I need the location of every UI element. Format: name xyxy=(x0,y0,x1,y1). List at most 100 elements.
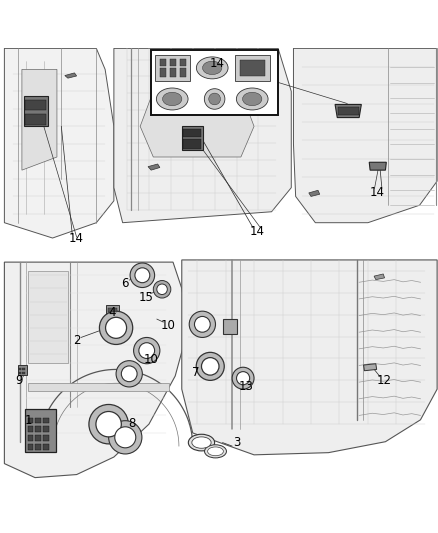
Ellipse shape xyxy=(205,445,226,458)
Circle shape xyxy=(205,88,225,109)
Text: 1: 1 xyxy=(25,414,32,427)
Text: 9: 9 xyxy=(15,374,23,387)
Bar xyxy=(35,435,41,441)
Ellipse shape xyxy=(188,434,215,451)
Bar xyxy=(240,60,265,76)
Circle shape xyxy=(116,361,142,387)
Bar xyxy=(22,368,25,370)
Polygon shape xyxy=(4,49,114,238)
Circle shape xyxy=(89,405,128,444)
Circle shape xyxy=(189,311,215,337)
Text: 15: 15 xyxy=(138,290,153,304)
Polygon shape xyxy=(4,262,188,478)
Polygon shape xyxy=(65,73,77,78)
Polygon shape xyxy=(182,260,437,455)
Ellipse shape xyxy=(156,88,188,110)
Ellipse shape xyxy=(162,92,182,106)
Polygon shape xyxy=(309,190,320,197)
Text: 8: 8 xyxy=(129,417,136,430)
Bar xyxy=(106,305,119,314)
Polygon shape xyxy=(22,69,57,170)
Bar xyxy=(35,426,41,432)
Bar xyxy=(108,308,117,312)
Bar xyxy=(25,100,46,110)
Bar xyxy=(170,59,176,66)
Ellipse shape xyxy=(237,88,268,110)
Text: 14: 14 xyxy=(370,185,385,198)
Bar xyxy=(235,55,270,81)
Bar xyxy=(22,372,25,374)
Text: 10: 10 xyxy=(160,319,175,332)
Text: 13: 13 xyxy=(239,381,254,393)
Circle shape xyxy=(134,337,160,364)
Bar xyxy=(170,68,176,77)
Circle shape xyxy=(237,372,250,385)
Bar xyxy=(180,68,186,77)
Bar xyxy=(28,444,33,449)
Polygon shape xyxy=(148,164,160,170)
Text: 12: 12 xyxy=(377,374,392,387)
Bar xyxy=(28,435,33,441)
Circle shape xyxy=(139,343,155,359)
Bar xyxy=(223,319,237,334)
Bar xyxy=(19,372,21,374)
Bar xyxy=(25,114,46,125)
Bar xyxy=(18,366,27,375)
Polygon shape xyxy=(28,271,68,363)
Bar xyxy=(183,129,201,137)
Bar xyxy=(25,409,56,452)
Ellipse shape xyxy=(208,447,223,456)
Text: 4: 4 xyxy=(108,305,116,319)
Polygon shape xyxy=(335,104,361,118)
Circle shape xyxy=(99,311,133,344)
Bar xyxy=(28,383,169,391)
Circle shape xyxy=(153,280,171,298)
Text: 2: 2 xyxy=(73,335,81,348)
Circle shape xyxy=(106,317,127,338)
Polygon shape xyxy=(369,162,386,170)
Bar xyxy=(183,140,201,149)
Bar xyxy=(43,418,49,423)
Bar xyxy=(19,368,21,370)
Circle shape xyxy=(157,284,167,295)
Bar xyxy=(35,444,41,449)
Ellipse shape xyxy=(202,61,222,75)
Polygon shape xyxy=(293,49,437,223)
Bar xyxy=(160,59,166,66)
Circle shape xyxy=(232,367,254,389)
Circle shape xyxy=(121,366,137,382)
Circle shape xyxy=(196,352,224,381)
Bar xyxy=(160,68,166,77)
Ellipse shape xyxy=(196,57,228,79)
Ellipse shape xyxy=(192,437,211,448)
Bar xyxy=(180,59,186,66)
Bar xyxy=(155,55,190,81)
Circle shape xyxy=(109,421,142,454)
Text: 14: 14 xyxy=(250,225,265,238)
Polygon shape xyxy=(374,274,385,280)
Bar xyxy=(24,96,48,126)
Circle shape xyxy=(194,317,210,332)
Circle shape xyxy=(209,93,220,105)
Text: 14: 14 xyxy=(69,231,84,245)
Bar xyxy=(182,126,203,150)
Bar xyxy=(338,107,359,115)
Bar xyxy=(43,435,49,441)
Text: 7: 7 xyxy=(192,366,200,379)
Circle shape xyxy=(96,411,121,437)
Polygon shape xyxy=(140,91,254,157)
Bar xyxy=(151,50,278,115)
Bar xyxy=(43,444,49,449)
Text: 14: 14 xyxy=(209,57,224,70)
Bar xyxy=(35,418,41,423)
Circle shape xyxy=(115,427,136,448)
Text: 6: 6 xyxy=(121,277,129,290)
Circle shape xyxy=(135,268,150,282)
Text: 10: 10 xyxy=(144,353,159,366)
Bar xyxy=(43,426,49,432)
Text: 3: 3 xyxy=(233,436,240,449)
Bar xyxy=(28,418,33,423)
Ellipse shape xyxy=(243,92,262,106)
Circle shape xyxy=(201,358,219,375)
Polygon shape xyxy=(114,49,291,223)
